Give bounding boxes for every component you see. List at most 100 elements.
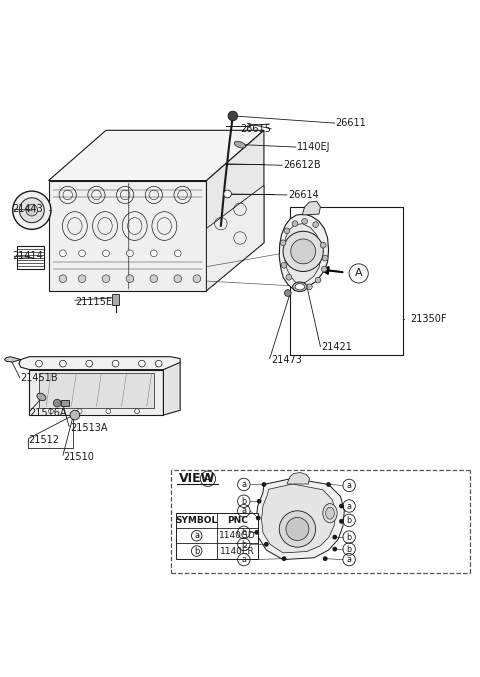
Text: SYMBOL: SYMBOL [176, 516, 218, 525]
Circle shape [321, 242, 326, 248]
Circle shape [174, 250, 181, 257]
Circle shape [26, 204, 37, 216]
Circle shape [323, 255, 328, 261]
Circle shape [282, 556, 287, 561]
Polygon shape [163, 362, 180, 415]
Polygon shape [279, 214, 328, 290]
Circle shape [102, 275, 110, 282]
Text: 1140EJ: 1140EJ [298, 142, 331, 152]
Ellipse shape [37, 393, 46, 401]
Ellipse shape [325, 507, 334, 519]
Text: a: a [194, 531, 199, 540]
Circle shape [285, 290, 291, 297]
Circle shape [77, 409, 82, 414]
Circle shape [279, 511, 316, 547]
Circle shape [313, 222, 319, 227]
Circle shape [70, 410, 80, 420]
Circle shape [254, 530, 259, 535]
Circle shape [53, 399, 61, 407]
Text: 21473: 21473 [271, 355, 302, 365]
Polygon shape [256, 478, 344, 560]
Circle shape [60, 360, 66, 367]
Text: a: a [241, 480, 246, 489]
Circle shape [264, 542, 269, 547]
Text: 26612B: 26612B [283, 160, 321, 170]
Text: a: a [241, 506, 246, 515]
Polygon shape [287, 473, 310, 484]
Circle shape [284, 228, 290, 234]
Bar [112, 294, 119, 305]
Circle shape [103, 250, 109, 257]
Polygon shape [29, 370, 163, 415]
Circle shape [36, 360, 42, 367]
Circle shape [135, 409, 140, 414]
Polygon shape [262, 484, 336, 553]
Text: 26614: 26614 [288, 190, 319, 200]
Circle shape [256, 516, 261, 521]
Text: 21421: 21421 [322, 342, 352, 351]
Polygon shape [4, 357, 21, 362]
Text: b: b [241, 497, 246, 506]
Text: a: a [347, 481, 352, 490]
Text: 21414: 21414 [12, 251, 43, 261]
Text: 21510: 21510 [63, 452, 94, 462]
Ellipse shape [323, 504, 337, 523]
Text: b: b [347, 544, 352, 554]
Ellipse shape [293, 282, 307, 292]
Text: 21513A: 21513A [70, 423, 108, 433]
Circle shape [339, 504, 344, 508]
Text: 21451B: 21451B [20, 373, 58, 383]
Circle shape [332, 547, 337, 552]
Polygon shape [39, 373, 154, 408]
Circle shape [280, 240, 286, 246]
Polygon shape [206, 130, 264, 290]
Polygon shape [206, 185, 264, 290]
Text: b: b [347, 516, 352, 525]
Circle shape [291, 239, 316, 264]
Polygon shape [48, 130, 264, 181]
Circle shape [106, 409, 111, 414]
Text: A: A [355, 268, 362, 278]
Polygon shape [284, 223, 322, 284]
Circle shape [60, 250, 66, 257]
Circle shape [193, 275, 201, 282]
Text: 21115E: 21115E [75, 297, 112, 307]
Circle shape [302, 219, 308, 224]
Text: 21350F: 21350F [410, 314, 446, 324]
Circle shape [292, 221, 298, 227]
Text: VIEW: VIEW [179, 473, 216, 485]
Circle shape [296, 282, 301, 288]
Text: b: b [347, 533, 352, 542]
Ellipse shape [295, 284, 305, 290]
Bar [60, 399, 69, 406]
Polygon shape [19, 357, 180, 370]
Text: a: a [347, 502, 352, 510]
Circle shape [322, 266, 327, 272]
Circle shape [79, 250, 85, 257]
Circle shape [151, 250, 157, 257]
Text: PNC: PNC [227, 516, 248, 525]
Circle shape [48, 409, 53, 414]
Bar [176, 512, 258, 559]
Text: a: a [241, 555, 246, 564]
Text: 26611: 26611 [336, 118, 366, 128]
Circle shape [339, 519, 344, 524]
Circle shape [19, 198, 44, 223]
Circle shape [332, 535, 337, 540]
Text: a: a [347, 555, 352, 564]
Text: b: b [241, 528, 246, 537]
Circle shape [112, 360, 119, 367]
Circle shape [59, 275, 67, 282]
Text: b: b [241, 540, 246, 549]
Circle shape [286, 274, 292, 280]
Circle shape [286, 517, 309, 540]
Text: 1140ER: 1140ER [220, 546, 255, 556]
Circle shape [315, 278, 321, 283]
Text: 1140GD: 1140GD [219, 531, 256, 540]
Text: b: b [194, 546, 199, 556]
Circle shape [139, 360, 145, 367]
Text: 21443: 21443 [12, 204, 43, 215]
Text: 26615: 26615 [240, 124, 271, 134]
Circle shape [12, 191, 51, 230]
Circle shape [126, 275, 134, 282]
